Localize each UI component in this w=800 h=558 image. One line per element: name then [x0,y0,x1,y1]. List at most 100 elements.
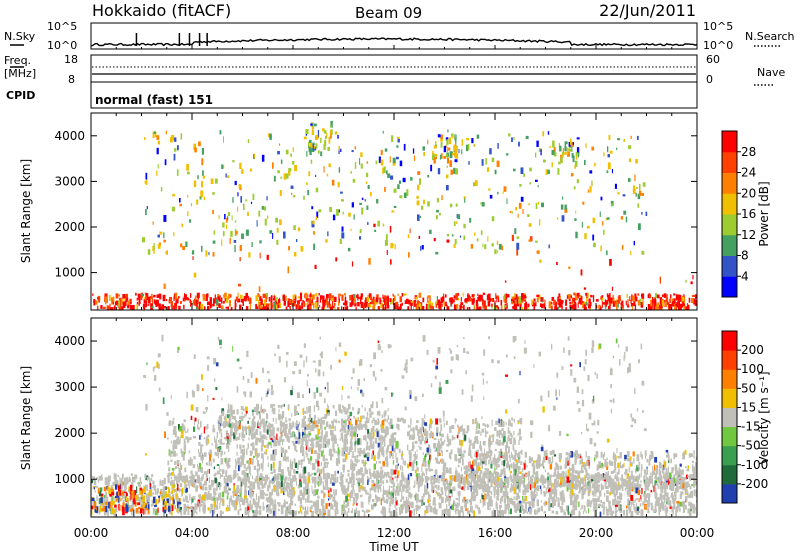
power-echo-sparse [286,174,289,179]
power-echo-sparse [577,137,580,139]
velocity-echo [469,500,471,503]
velocity-echo [190,471,192,475]
power-echo [145,296,147,300]
velocity-echo [225,470,227,477]
power-echo [285,296,287,301]
power-echo-sparse [538,185,539,187]
velocity-echo [635,510,636,513]
power-echo [207,302,210,306]
velocity-echo [537,492,538,496]
velocity-echo [422,472,424,476]
power-echo [375,302,378,304]
power-echo [553,300,556,305]
velocity-echo [381,499,382,506]
power-echo [238,284,241,287]
velocity-echo [446,504,447,509]
velocity-echo [446,480,448,485]
velocity-echo [288,477,289,481]
power-echo [516,249,518,255]
velocity-echo [600,504,601,507]
power-echo [284,301,286,306]
power-echo [569,302,571,305]
velocity-echo [626,510,628,517]
velocity-echo [274,449,277,455]
velocity-echo [509,511,510,514]
power-echo [609,300,610,303]
velocity-echo [326,487,329,490]
velocity-echo [427,499,429,503]
power-echo [357,294,358,301]
power-echo-sparse [575,232,577,239]
power-echo-sparse [201,246,203,252]
power-echo-sparse [406,189,408,196]
power-echo [501,305,503,312]
velocity-echo [392,453,393,459]
velocity-echo [323,509,326,513]
velocity-echo [461,506,464,512]
power-echo [554,306,555,311]
velocity-echo [183,499,185,502]
velocity-echo [124,481,126,488]
power-echo-sparse [163,240,166,243]
power-echo-sparse [163,215,166,222]
velocity-echo [370,490,371,496]
velocity-echo [186,488,188,492]
power-echo-sparse [390,176,393,180]
power-echo [590,302,592,306]
velocity-echo [215,473,217,475]
velocity-echo [416,494,417,498]
power-echo-sparse [485,158,487,165]
velocity-echo [240,480,242,482]
velocity-echo [562,495,563,499]
power-echo-sparse [455,153,458,159]
velocity-echo [435,485,438,488]
power-echo [239,305,241,310]
velocity-echo [416,461,417,465]
power-echo [516,294,518,299]
power-echo-sparse [355,146,357,149]
power-echo-sparse [396,157,399,160]
velocity-echo [294,446,296,449]
power-echo [461,297,462,302]
power-echo-sparse [319,209,322,212]
velocity-echo [614,476,616,480]
velocity-echo [417,450,418,452]
power-echo-sparse [447,234,449,237]
velocity-echo [640,495,641,499]
power-echo [519,296,522,303]
power-echo [654,298,656,303]
velocity-echo [436,427,438,433]
power-echo-sparse [262,206,264,210]
velocity-echo [678,504,680,509]
velocity-echo [356,496,358,500]
power-echo [135,293,137,296]
velocity-echo [401,454,404,456]
velocity-echo [314,473,317,476]
power-echo-sparse [327,231,328,236]
velocity-echo [270,472,273,474]
velocity-echo [350,446,353,448]
velocity-echo [180,483,182,487]
velocity-echo [273,462,275,468]
power-echo-sparse [292,161,294,165]
power-echo-sparse [265,219,267,226]
power-echo [349,295,351,300]
velocity-echo [459,495,460,502]
velocity-echo [242,499,245,506]
velocity-echo [316,490,319,495]
velocity-echo [505,445,507,452]
velocity-echo [408,425,409,428]
velocity-echo [480,432,481,436]
power-echo [549,301,552,308]
power-echo-sparse [301,246,304,252]
power-echo [573,293,575,296]
velocity-echo [296,450,298,452]
power-echo [590,295,592,298]
velocity-echo [415,425,418,430]
velocity-echo [308,447,310,452]
velocity-echo [495,449,497,451]
velocity-echo [274,474,275,480]
velocity-echo [511,423,513,427]
velocity-echo [245,507,247,512]
velocity-echo [369,446,371,451]
